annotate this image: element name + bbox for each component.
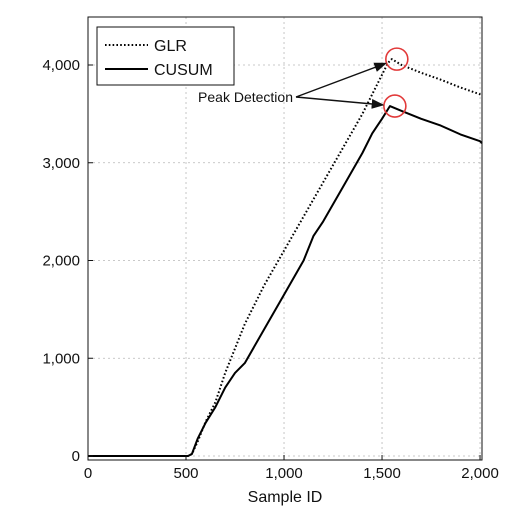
y-tick-label: 3,000	[42, 155, 80, 172]
x-tick-label: 0	[84, 465, 92, 482]
x-tick-label: 1,500	[363, 465, 401, 482]
legend-box	[96, 26, 235, 86]
y-tick-label: 4,000	[42, 57, 80, 74]
annotation-arrow	[295, 62, 387, 98]
x-axis-label: Sample ID	[248, 489, 323, 506]
x-tick-label: 500	[173, 465, 198, 482]
plot-frame	[87, 16, 483, 461]
x-tick-label: 2,000	[461, 465, 499, 482]
x-tick-label: 1,000	[265, 465, 303, 482]
peak-marker-circle	[385, 47, 409, 71]
series-lines	[88, 58, 483, 457]
series-line-cusum	[88, 105, 483, 457]
series-line-glr	[88, 58, 483, 457]
legend-label-cusum: CUSUM	[154, 62, 213, 79]
annotation-label: Peak Detection	[198, 89, 293, 105]
legend-label-glr: GLR	[154, 38, 187, 55]
annotation-arrow	[295, 96, 385, 109]
y-tick-label: 1,000	[42, 350, 80, 367]
y-tick-label: 2,000	[42, 253, 80, 270]
legend: GLR CUSUM	[96, 26, 235, 86]
y-tick-label: 0	[72, 448, 80, 465]
annotation-group: Peak Detection	[198, 47, 409, 118]
tick-labels: 0 500 1,000 1,500 2,000 0 1,000 2,000 3,000 4,000	[42, 57, 498, 482]
